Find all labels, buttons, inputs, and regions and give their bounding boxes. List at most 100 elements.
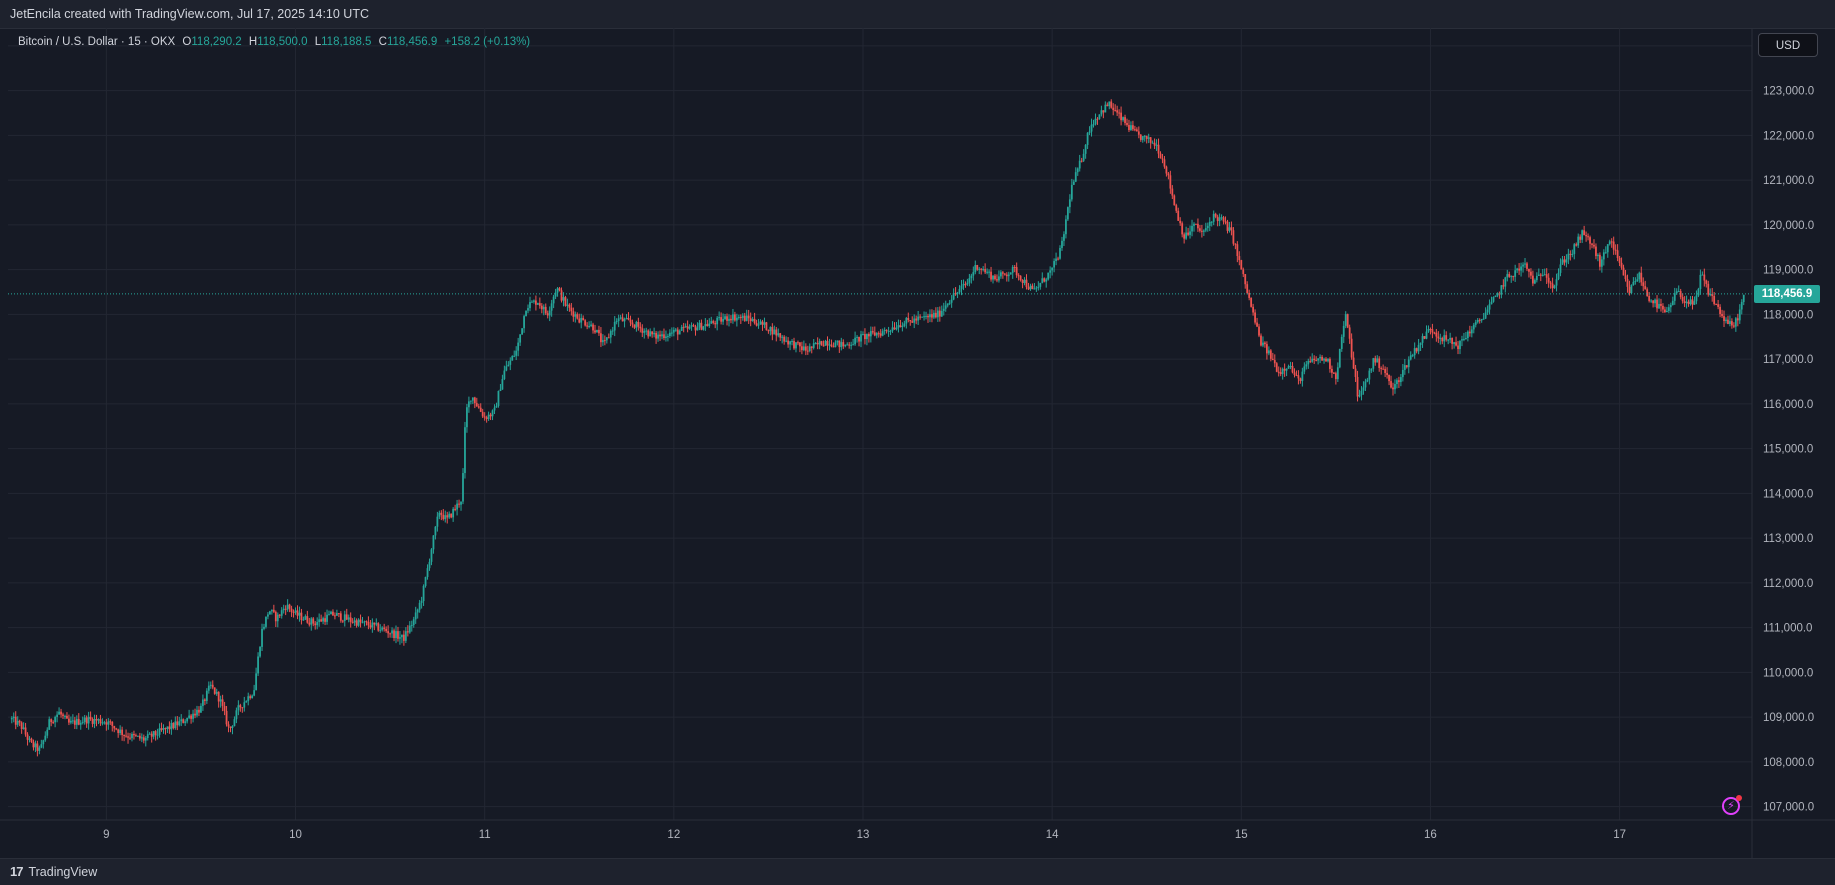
candle-body bbox=[1476, 320, 1479, 323]
candle-body bbox=[867, 334, 870, 337]
candle-body bbox=[1396, 380, 1398, 385]
candle-body bbox=[761, 321, 764, 325]
candle-body bbox=[625, 317, 628, 319]
candle-body bbox=[538, 303, 541, 306]
candle-body bbox=[123, 735, 125, 737]
candle-body bbox=[1719, 306, 1721, 315]
candle-body bbox=[1035, 287, 1038, 289]
candle-body bbox=[1703, 274, 1706, 281]
axes[interactable]: 124,000.0123,000.0122,000.0121,000.0120,… bbox=[0, 28, 1835, 858]
candle-body bbox=[1624, 275, 1627, 280]
candle-body bbox=[24, 727, 27, 735]
candle-body bbox=[1003, 273, 1006, 275]
candle-body bbox=[702, 326, 705, 330]
candle-body bbox=[1173, 195, 1176, 206]
candle-body bbox=[1630, 285, 1633, 294]
candle-body bbox=[399, 637, 401, 639]
candle-body bbox=[131, 733, 133, 739]
candle-body bbox=[582, 317, 585, 321]
candle-body bbox=[158, 728, 161, 735]
candle-body bbox=[1597, 254, 1599, 257]
price-chart[interactable]: 124,000.0123,000.0122,000.0121,000.0120,… bbox=[0, 28, 1835, 858]
y-tick-label: 112,000.0 bbox=[1763, 578, 1813, 590]
y-tick-label: 117,000.0 bbox=[1763, 354, 1813, 366]
candle-body bbox=[564, 297, 567, 306]
candle-body bbox=[964, 283, 967, 285]
candle-body bbox=[1009, 272, 1012, 275]
candle-body bbox=[1738, 309, 1741, 321]
candle-body bbox=[125, 735, 127, 737]
candle-body bbox=[133, 733, 135, 736]
candle-body bbox=[1265, 344, 1268, 354]
symbol-name[interactable]: Bitcoin / U.S. Dollar · 15 · OKX bbox=[18, 36, 176, 48]
candle-body bbox=[1000, 272, 1002, 277]
candle-body bbox=[759, 321, 762, 325]
tradingview-logo[interactable]: 17 TradingView bbox=[10, 864, 97, 879]
candle-body bbox=[276, 614, 279, 622]
candle-body bbox=[286, 604, 289, 610]
candle-body bbox=[1662, 305, 1664, 310]
candle-body bbox=[375, 623, 378, 625]
candle-body bbox=[1423, 336, 1426, 339]
candle-body bbox=[1358, 395, 1361, 397]
candle-body bbox=[594, 330, 596, 333]
candle-body bbox=[1005, 274, 1008, 277]
candle-body bbox=[960, 285, 963, 289]
candle-body bbox=[357, 619, 360, 626]
candle-body bbox=[115, 728, 118, 730]
candle-body bbox=[998, 276, 1000, 281]
candle-body bbox=[601, 340, 604, 343]
candle-body bbox=[290, 608, 293, 612]
candle-body bbox=[635, 321, 638, 328]
candle-body bbox=[485, 417, 488, 419]
candle-body bbox=[1429, 328, 1432, 330]
candle-body bbox=[300, 612, 303, 620]
candle-body bbox=[1431, 329, 1434, 333]
candle-body bbox=[1405, 365, 1408, 368]
candle-body bbox=[621, 317, 624, 322]
candle-body bbox=[1120, 112, 1122, 121]
candle-body bbox=[1632, 281, 1635, 286]
candle-body bbox=[20, 722, 23, 729]
candle-body bbox=[938, 310, 941, 317]
candle-body bbox=[1293, 372, 1296, 375]
candle-body bbox=[1100, 110, 1103, 115]
candle-body bbox=[1074, 172, 1077, 182]
candle-body bbox=[769, 327, 772, 332]
chart-area[interactable]: 124,000.0123,000.0122,000.0121,000.0120,… bbox=[0, 28, 1835, 858]
candle-body bbox=[1053, 261, 1056, 268]
candle-body bbox=[909, 320, 912, 322]
candle-body bbox=[404, 631, 407, 641]
attribution-text: JetEncila created with TradingView.com, … bbox=[10, 7, 369, 21]
candle-body bbox=[464, 427, 466, 474]
candle-body bbox=[542, 306, 545, 310]
candle-body bbox=[1551, 283, 1554, 289]
candle-body bbox=[550, 303, 553, 311]
currency-button[interactable]: USD bbox=[1758, 33, 1818, 57]
candle-body bbox=[265, 616, 267, 627]
candle-body bbox=[1417, 344, 1420, 352]
candle-body bbox=[1526, 263, 1528, 269]
lightning-icon[interactable]: ⚡ bbox=[1722, 795, 1742, 815]
candle-body bbox=[440, 512, 443, 515]
candle-body bbox=[1598, 254, 1601, 267]
candle-body bbox=[144, 737, 147, 741]
candle-body bbox=[603, 340, 606, 342]
candle-body bbox=[233, 719, 236, 727]
candle-body bbox=[1530, 271, 1532, 276]
candle-body bbox=[1468, 331, 1471, 334]
candle-body bbox=[1275, 363, 1278, 372]
candle-body bbox=[836, 340, 839, 343]
candle-body bbox=[1401, 369, 1404, 378]
candle-body bbox=[511, 356, 514, 361]
candle-body bbox=[1234, 243, 1237, 245]
candle-body bbox=[355, 620, 358, 626]
candle-body bbox=[590, 324, 592, 326]
candle-body bbox=[1206, 225, 1209, 229]
candle-body bbox=[188, 715, 191, 718]
candle-body bbox=[221, 699, 224, 706]
candle-body bbox=[117, 729, 120, 733]
candle-body bbox=[1421, 336, 1424, 343]
candle-body bbox=[1133, 129, 1136, 131]
candle-body bbox=[791, 341, 793, 343]
